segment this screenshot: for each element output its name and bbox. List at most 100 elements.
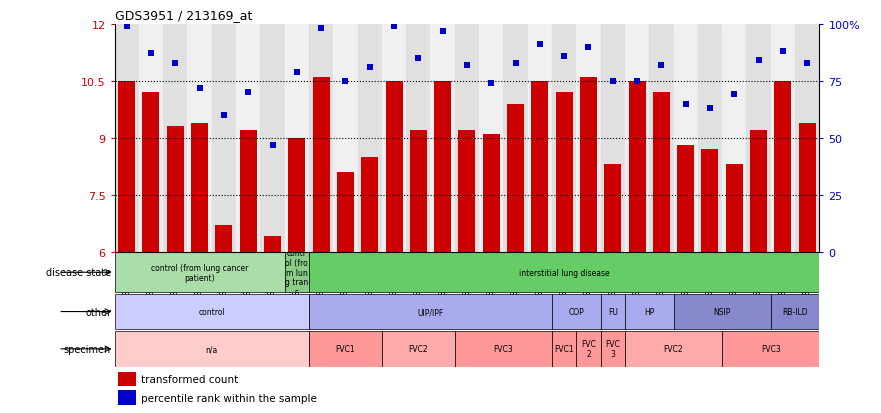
Text: control (from lung cancer
patient): control (from lung cancer patient) [151, 263, 248, 282]
Bar [313, 78, 329, 252]
Bar [381, 331, 455, 367]
Bar [236, 25, 261, 252]
Bar [264, 237, 281, 252]
Bar [309, 294, 552, 330]
Bar [455, 331, 552, 367]
Point [630, 78, 644, 85]
Text: GDS3951 / 213169_at: GDS3951 / 213169_at [115, 9, 252, 22]
Bar [580, 78, 597, 252]
Text: percentile rank within the sample: percentile rank within the sample [141, 393, 317, 403]
Text: COP: COP [568, 307, 584, 316]
Point [168, 60, 182, 66]
Point [363, 64, 377, 71]
Point [751, 58, 766, 64]
Text: RB-ILD: RB-ILD [782, 307, 808, 316]
Point [776, 49, 790, 55]
Bar [722, 331, 819, 367]
Point [606, 78, 620, 85]
Bar [309, 25, 333, 252]
Bar [361, 157, 378, 252]
Text: FVC2: FVC2 [663, 344, 684, 354]
Bar [386, 82, 403, 252]
Bar [118, 372, 136, 386]
Point [557, 53, 571, 60]
Bar [552, 294, 601, 330]
Bar [795, 25, 819, 252]
Bar [434, 82, 451, 252]
Text: FVC1: FVC1 [336, 344, 355, 354]
Bar [211, 25, 236, 252]
Text: FVC
2: FVC 2 [581, 339, 596, 358]
Text: n/a: n/a [205, 344, 218, 354]
Bar [774, 82, 791, 252]
Point [485, 81, 499, 87]
Point [144, 51, 158, 57]
Bar [507, 104, 524, 252]
Point [120, 24, 134, 30]
Bar [455, 25, 479, 252]
Bar [139, 25, 163, 252]
Text: FVC1: FVC1 [554, 344, 574, 354]
Bar [552, 331, 576, 367]
Bar [601, 294, 625, 330]
Point [703, 105, 717, 112]
Bar [479, 25, 503, 252]
Bar [261, 25, 285, 252]
Point [193, 85, 207, 92]
Point [265, 142, 279, 148]
Bar [337, 173, 354, 252]
Bar [431, 25, 455, 252]
Text: UIP/IPF: UIP/IPF [418, 307, 444, 316]
Bar [750, 131, 767, 252]
Point [581, 44, 596, 51]
Text: FU: FU [608, 307, 618, 316]
Bar [381, 25, 406, 252]
Text: specimen: specimen [63, 344, 111, 354]
Point [387, 24, 401, 30]
Bar [115, 331, 309, 367]
Bar [309, 331, 381, 367]
Bar [604, 165, 621, 252]
Bar [771, 25, 795, 252]
Text: contr
ol (fro
m lun
g tran
s: contr ol (fro m lun g tran s [285, 249, 308, 297]
Bar [649, 25, 673, 252]
Bar [458, 131, 476, 252]
Bar [628, 82, 646, 252]
Bar [143, 93, 159, 252]
Point [800, 60, 814, 66]
Point [460, 62, 474, 69]
Bar [309, 253, 819, 292]
Bar [625, 25, 649, 252]
Point [290, 69, 304, 76]
Bar [625, 294, 673, 330]
Point [508, 60, 522, 66]
Text: disease state: disease state [46, 268, 111, 278]
Text: HP: HP [644, 307, 655, 316]
Bar [503, 25, 528, 252]
Bar [722, 25, 746, 252]
Bar [576, 331, 601, 367]
Bar [528, 25, 552, 252]
Text: transformed count: transformed count [141, 374, 239, 384]
Point [314, 26, 328, 33]
Point [678, 101, 692, 107]
Bar [576, 25, 601, 252]
Point [533, 42, 547, 48]
Bar [215, 225, 233, 252]
Point [727, 92, 741, 98]
Bar [240, 131, 256, 252]
Text: other: other [85, 307, 111, 317]
Bar [483, 135, 500, 252]
Point [338, 78, 352, 85]
Text: FVC2: FVC2 [409, 344, 428, 354]
Bar [673, 25, 698, 252]
Bar [115, 25, 139, 252]
Bar [556, 93, 573, 252]
Bar [191, 123, 208, 252]
Bar [601, 25, 625, 252]
Text: FVC
3: FVC 3 [605, 339, 620, 358]
Bar [163, 25, 188, 252]
Bar [701, 150, 719, 252]
Bar [288, 138, 306, 252]
Bar [406, 25, 431, 252]
